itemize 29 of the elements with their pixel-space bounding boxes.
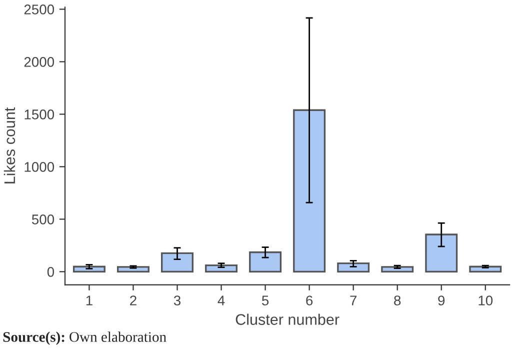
bar bbox=[205, 264, 238, 273]
bar bbox=[72, 266, 106, 273]
bar bbox=[381, 266, 414, 273]
x-tick-label: 8 bbox=[394, 296, 401, 306]
x-tick-label: 3 bbox=[174, 296, 180, 306]
bar bbox=[249, 251, 282, 273]
bar bbox=[116, 266, 150, 273]
bar bbox=[469, 266, 502, 273]
x-tick-label: 10 bbox=[478, 296, 493, 306]
y-tick-label: 500 bbox=[32, 214, 54, 224]
x-tick-label: 2 bbox=[130, 296, 136, 306]
y-tick-label: 1000 bbox=[24, 162, 54, 172]
y-tick-label: 2500 bbox=[24, 4, 54, 14]
x-tick-label: 6 bbox=[306, 296, 313, 306]
bar bbox=[161, 252, 194, 273]
bar bbox=[293, 109, 326, 273]
y-tick-label: 2000 bbox=[24, 57, 54, 67]
x-axis-title: Cluster number bbox=[236, 314, 340, 325]
x-tick-label: 1 bbox=[86, 296, 92, 306]
text: Source(s): Own elaboration bbox=[3, 332, 166, 345]
x-tick-label: 4 bbox=[218, 296, 225, 306]
bar bbox=[337, 262, 370, 273]
bar bbox=[425, 234, 458, 273]
y-tick-label: 0 bbox=[47, 267, 54, 277]
x-tick-label: 5 bbox=[262, 296, 269, 306]
x-tick-label: 9 bbox=[438, 296, 445, 306]
x-tick-label: 7 bbox=[350, 296, 356, 306]
y-axis-title: Likes count bbox=[4, 107, 16, 184]
y-tick-label: 1500 bbox=[24, 110, 54, 120]
